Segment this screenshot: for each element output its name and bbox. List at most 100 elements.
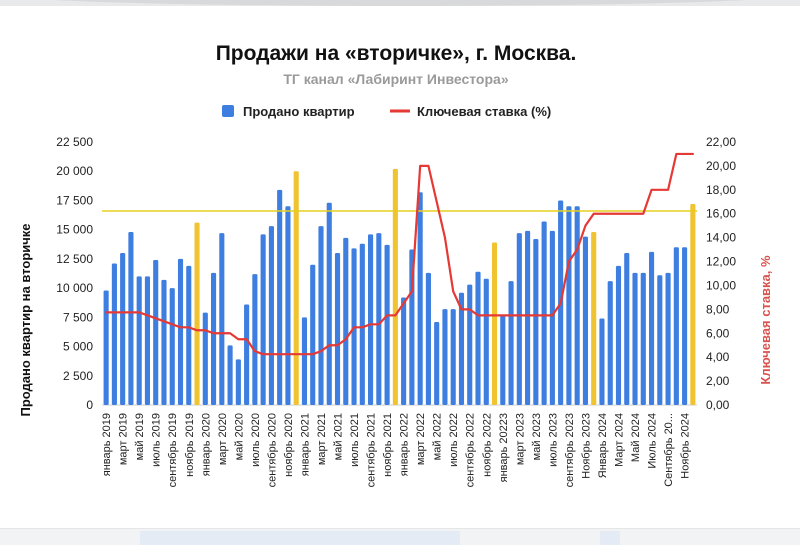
x-tick-label: март 2023 xyxy=(514,413,526,465)
x-tick-label: июль 2022 xyxy=(448,413,460,467)
bar xyxy=(508,281,514,405)
x-tick-label: март 2020 xyxy=(217,413,229,465)
bar xyxy=(285,206,291,405)
x-tick-label: Январь 2024 xyxy=(597,413,609,478)
bar xyxy=(235,359,241,405)
bar xyxy=(392,168,398,405)
x-tick-label: ноябрь 2021 xyxy=(382,413,394,477)
bar xyxy=(103,290,109,405)
y-tick-label: 12 500 xyxy=(56,252,93,266)
y2-tick-label: 18,00 xyxy=(706,183,736,197)
y-tick-label: 20 000 xyxy=(56,164,93,178)
y-tick-label: 15 000 xyxy=(56,223,93,237)
x-tick-label: январь 2019 xyxy=(101,413,113,476)
x-tick-label: январь 2022 xyxy=(399,413,411,476)
x-tick-label: январь 2021 xyxy=(299,413,311,476)
x-tick-label: январь 20223 xyxy=(498,413,510,482)
y2-tick-label: 22,00 xyxy=(706,135,736,149)
bar xyxy=(525,230,531,405)
bar xyxy=(491,242,498,405)
window-top-bar xyxy=(0,0,800,6)
bar xyxy=(566,206,572,405)
bar xyxy=(516,233,522,405)
bar xyxy=(144,276,151,405)
x-tick-label: июль 2021 xyxy=(349,413,361,467)
bar xyxy=(376,233,382,405)
bar xyxy=(541,221,547,405)
x-tick-label: март 2022 xyxy=(415,413,427,465)
y-tick-label: 17 500 xyxy=(56,193,93,207)
bar xyxy=(277,189,283,405)
y2-tick-label: 4,00 xyxy=(706,350,730,364)
bar xyxy=(227,345,233,405)
x-tick-label: сентябрь 2022 xyxy=(465,413,477,487)
bar xyxy=(665,272,671,405)
bar xyxy=(690,203,696,405)
x-tick-label: ноябрь 2019 xyxy=(184,413,196,477)
y2-tick-label: 8,00 xyxy=(706,302,730,316)
bottom-bar-tab xyxy=(140,531,460,545)
bar xyxy=(475,271,481,405)
bar xyxy=(549,230,555,405)
x-tick-label: сентябрь 2021 xyxy=(366,413,378,487)
legend-bar-swatch xyxy=(222,105,234,117)
bar xyxy=(244,304,250,405)
chart-subtitle: ТГ канал «Лабиринт Инвестора» xyxy=(283,71,508,87)
y2-tick-label: 14,00 xyxy=(706,231,736,245)
y2-tick-label: 16,00 xyxy=(706,207,736,221)
y2-tick-label: 20,00 xyxy=(706,159,736,173)
y-axis-title: Продано квартир на вторичке xyxy=(18,223,33,416)
left-axis-ticks: 0 2 500 5 000 7 500 10 000 12 500 15 000 17 500… xyxy=(56,135,93,412)
x-tick-label: март 2021 xyxy=(316,413,328,465)
bar xyxy=(607,281,613,405)
x-tick-label: май 2021 xyxy=(333,413,345,460)
bar xyxy=(169,288,175,405)
bar xyxy=(425,272,431,405)
x-tick-label: май 2020 xyxy=(233,413,245,460)
y2-tick-label: 6,00 xyxy=(706,326,730,340)
bar xyxy=(202,312,208,405)
y2-tick-label: 12,00 xyxy=(706,255,736,269)
bar xyxy=(310,264,316,405)
window-top-arc xyxy=(0,0,800,6)
x-tick-label: январь 2020 xyxy=(200,413,212,476)
y2-tick-label: 10,00 xyxy=(706,278,736,292)
x-tick-label: Ноябрь 2024 xyxy=(680,413,692,479)
bar xyxy=(401,297,407,405)
bar xyxy=(211,272,217,405)
bar xyxy=(111,263,117,405)
x-tick-label: Июль 2024 xyxy=(647,413,659,469)
bar xyxy=(483,278,489,405)
bar xyxy=(632,272,638,405)
x-tick-label: сентябрь 2019 xyxy=(167,413,179,487)
x-tick-label: Ноябрь 2023 xyxy=(580,413,592,479)
bar xyxy=(260,234,266,405)
x-axis-ticks: январь 2019 март 2019 май 2019 июль 2019 сен… xyxy=(101,413,691,487)
bar xyxy=(194,222,200,405)
x-tick-label: Май 2024 xyxy=(630,413,642,462)
chart: Продажи на «вторичке», г. Москва. ТГ кан… xyxy=(18,42,773,487)
bar xyxy=(268,226,274,405)
x-tick-label: май 2023 xyxy=(531,413,543,460)
bar xyxy=(533,239,539,405)
bar xyxy=(293,171,299,405)
bar xyxy=(582,236,588,405)
bar xyxy=(615,265,622,405)
bar xyxy=(682,247,688,405)
bar xyxy=(574,206,580,405)
bar xyxy=(434,322,440,405)
x-tick-label: июль 2023 xyxy=(547,413,559,467)
legend-line-label: Ключевая ставка (%) xyxy=(417,104,551,119)
bar xyxy=(450,309,456,405)
bar xyxy=(334,253,341,405)
bar xyxy=(161,279,167,405)
x-tick-label: ноябрь 2020 xyxy=(283,413,295,477)
bar xyxy=(458,292,465,405)
bar xyxy=(368,234,374,405)
y2-tick-label: 0,00 xyxy=(706,398,730,412)
bar xyxy=(252,274,258,405)
y-tick-label: 0 xyxy=(86,398,93,412)
y-tick-label: 22 500 xyxy=(56,135,93,149)
bottom-bar-tab-small xyxy=(600,531,620,545)
bar xyxy=(657,275,663,405)
